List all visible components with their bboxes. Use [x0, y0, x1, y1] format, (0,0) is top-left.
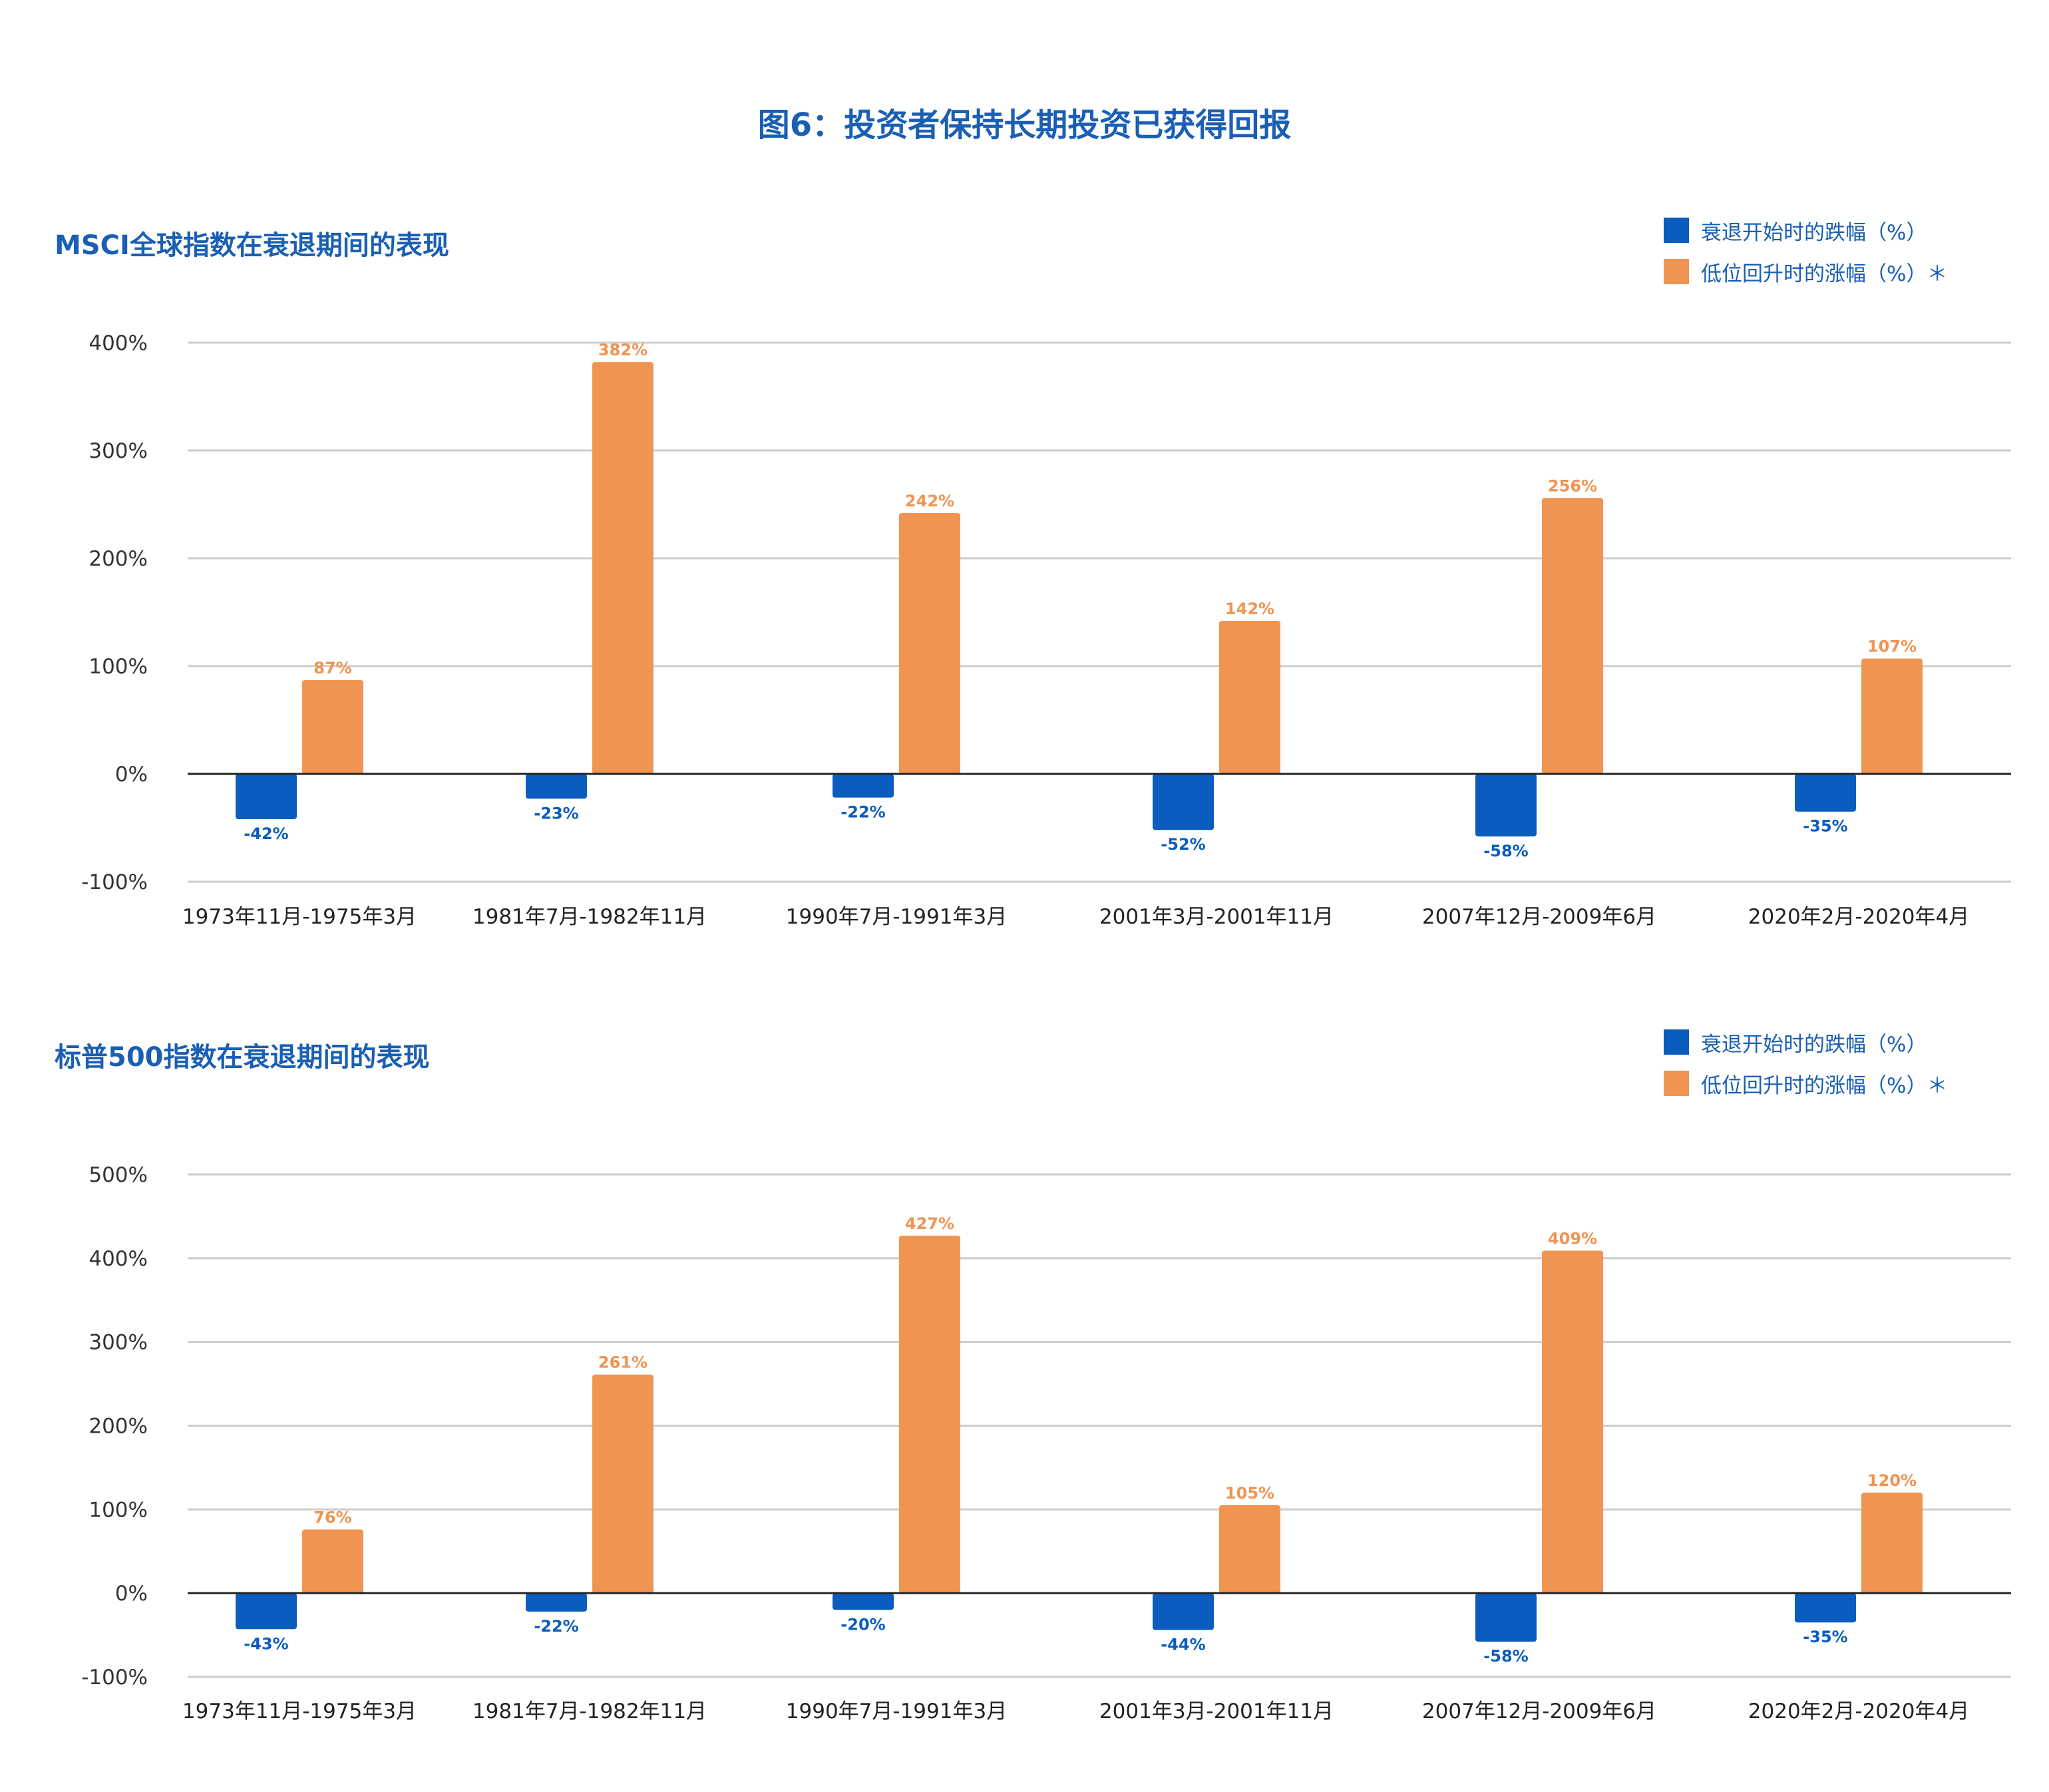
x-tick-label: 2001年3月-2001年11月 — [1099, 905, 1334, 929]
data-label-decline: -43% — [244, 1634, 288, 1653]
bar-rise — [1542, 1250, 1603, 1594]
y-tick-label: 0% — [115, 763, 148, 787]
x-tick-label: 1973年11月-1975年3月 — [182, 1700, 417, 1723]
y-tick-label: 400% — [89, 331, 148, 355]
legend-label-decline: 衰退开始时的跌幅（%） — [1701, 1032, 1927, 1057]
bar-decline — [1795, 1593, 1856, 1623]
msci-chart-panel: MSCI全球指数在衰退期间的表现 衰退开始时的跌幅（%） 低位回升时的涨幅（%）… — [0, 200, 2049, 945]
bar-rise — [1861, 658, 1923, 774]
data-label-rise: 242% — [905, 492, 954, 510]
bar-decline — [1153, 774, 1214, 830]
y-tick-label: 300% — [89, 1331, 148, 1355]
data-label-rise: 105% — [1225, 1484, 1274, 1503]
legend-item-decline: 衰退开始时的跌幅（%） — [1664, 1029, 1947, 1057]
x-tick-label: 2007年12月-2009年6月 — [1422, 1700, 1656, 1723]
legend-item-decline: 衰退开始时的跌幅（%） — [1664, 217, 1947, 245]
data-label-rise: 87% — [313, 659, 351, 677]
data-label-decline: -58% — [1483, 842, 1528, 860]
bar-rise — [1542, 498, 1603, 774]
y-tick-label: 200% — [89, 1415, 148, 1439]
y-tick-label: 300% — [89, 439, 148, 463]
x-tick-label: 2020年2月-2020年4月 — [1748, 1700, 1969, 1723]
x-tick-label: 1990年7月-1991年3月 — [786, 905, 1007, 929]
data-label-rise: 261% — [598, 1353, 648, 1372]
data-label-rise: 256% — [1548, 476, 1597, 495]
legend-label-rise: 低位回升时的涨幅（%）＊ — [1701, 1073, 1948, 1098]
data-label-decline: -23% — [534, 804, 578, 822]
data-label-rise: 427% — [905, 1214, 954, 1233]
bar-rise — [1219, 620, 1280, 774]
bar-decline — [1475, 774, 1537, 836]
x-tick-label: 2020年2月-2020年4月 — [1748, 905, 1969, 929]
y-tick-label: -100% — [81, 1666, 148, 1690]
data-label-decline: -35% — [1803, 817, 1847, 836]
bar-decline — [236, 774, 297, 820]
y-tick-label: 100% — [89, 655, 148, 679]
legend-item-rise: 低位回升时的涨幅（%）＊ — [1664, 1070, 1948, 1098]
bar-rise — [302, 1529, 363, 1594]
legend-swatch-rise — [1664, 1071, 1689, 1096]
data-label-rise: 382% — [598, 341, 648, 359]
data-label-rise: 107% — [1867, 637, 1917, 656]
bar-rise — [592, 1374, 653, 1594]
bar-decline — [833, 1593, 894, 1610]
main-title: 图6：投资者保持长期投资已获得回报 — [757, 106, 1292, 144]
bar-rise — [899, 1235, 960, 1594]
bar-decline — [526, 1593, 587, 1612]
sp500-bar-chart: 500% 400% 300% 200% 100% 0% -100% -43% 76% 1973年1… — [81, 1163, 2011, 1723]
bar-decline — [1795, 774, 1856, 812]
data-label-decline: -20% — [840, 1615, 885, 1634]
bar-rise — [592, 362, 653, 774]
bar-decline — [526, 774, 587, 799]
legend-item-rise: 低位回升时的涨幅（%）＊ — [1664, 258, 1948, 286]
y-tick-label: -100% — [81, 870, 148, 894]
legend-label-rise: 低位回升时的涨幅（%）＊ — [1701, 262, 1948, 286]
legend-swatch-decline — [1664, 1029, 1689, 1055]
y-tick-label: 100% — [89, 1498, 148, 1522]
chart-title: 标普500指数在衰退期间的表现 — [55, 1042, 430, 1073]
legend-swatch-decline — [1664, 218, 1689, 243]
x-tick-label: 2007年12月-2009年6月 — [1422, 905, 1656, 929]
x-tick-label: 1990年7月-1991年3月 — [786, 1700, 1007, 1723]
data-label-decline: -58% — [1483, 1647, 1528, 1666]
x-tick-label: 1973年11月-1975年3月 — [182, 905, 417, 929]
y-tick-label: 0% — [115, 1582, 148, 1606]
data-label-rise: 142% — [1225, 600, 1274, 618]
bar-decline — [1475, 1593, 1537, 1642]
data-label-rise: 120% — [1867, 1471, 1917, 1490]
x-tick-label: 1981年7月-1982年11月 — [472, 1700, 707, 1723]
bar-decline — [833, 774, 894, 798]
legend: 衰退开始时的跌幅（%） 低位回升时的涨幅（%）＊ — [1664, 1029, 1947, 1111]
msci-bar-chart: 400% 300% 200% 100% 0% -100% -42% 87% 1973年11月-1… — [81, 331, 2011, 929]
data-label-decline: -52% — [1161, 835, 1205, 854]
data-label-decline: -22% — [534, 1617, 578, 1636]
data-label-decline: -42% — [244, 824, 288, 843]
bar-decline — [1153, 1593, 1214, 1630]
data-label-rise: 409% — [1548, 1230, 1597, 1248]
bar-rise — [1861, 1493, 1923, 1594]
data-label-rise: 76% — [313, 1509, 351, 1527]
bar-rise — [1219, 1505, 1280, 1594]
sp500-chart-panel: 标普500指数在衰退期间的表现 衰退开始时的跌幅（%） 低位回升时的涨幅（%）＊… — [0, 1011, 2049, 1757]
data-label-decline: -22% — [840, 803, 885, 822]
legend: 衰退开始时的跌幅（%） 低位回升时的涨幅（%）＊ — [1664, 217, 1947, 299]
y-tick-label: 500% — [89, 1163, 148, 1187]
bar-rise — [899, 512, 960, 774]
chart-title: MSCI全球指数在衰退期间的表现 — [55, 230, 449, 261]
x-tick-label: 2001年3月-2001年11月 — [1099, 1700, 1334, 1723]
y-tick-label: 400% — [89, 1247, 148, 1271]
x-tick-label: 1981年7月-1982年11月 — [472, 905, 707, 929]
legend-swatch-rise — [1664, 259, 1689, 284]
y-tick-label: 200% — [89, 547, 148, 571]
data-label-decline: -44% — [1161, 1636, 1205, 1654]
data-label-decline: -35% — [1803, 1628, 1847, 1646]
bar-decline — [236, 1593, 297, 1630]
bar-rise — [302, 680, 363, 774]
legend-label-decline: 衰退开始时的跌幅（%） — [1701, 220, 1927, 245]
